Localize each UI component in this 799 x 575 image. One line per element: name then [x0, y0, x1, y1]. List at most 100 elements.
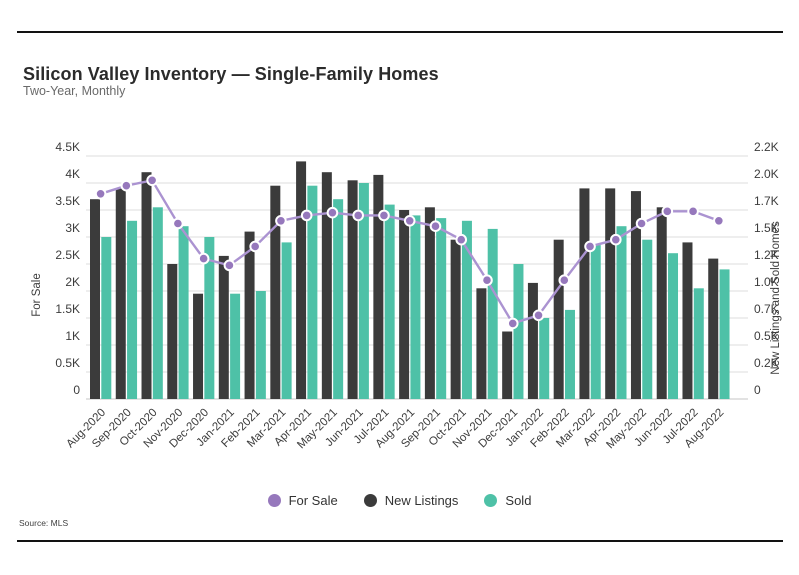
y-tick-right: 0.2K: [754, 356, 779, 370]
for-sale-dot-Nov-2020: [172, 217, 184, 230]
for-sale-dot-Apr-2022: [610, 233, 622, 246]
for-sale-dot-Mar-2021: [275, 215, 287, 227]
y-tick-right: 2.0K: [754, 167, 779, 181]
chart-title: Silicon Valley Inventory — Single-Family…: [23, 64, 439, 85]
bar-new-listings-May-2021: [321, 172, 332, 399]
for-sale-dot-Feb-2022: [558, 274, 571, 286]
bar-new-listings-Nov-2021: [476, 288, 487, 399]
bar-sold-Dec-2020: [204, 237, 215, 399]
y-tick-left: 3.5K: [55, 194, 80, 208]
y-tick-right: 0.7K: [754, 302, 779, 316]
for-sale-dot-Jun-2021: [352, 209, 365, 222]
bar-new-listings-Mar-2021: [270, 185, 281, 399]
bottom-rule: [17, 540, 783, 542]
sold-swatch-icon: [484, 494, 498, 507]
bar-new-listings-Dec-2021: [502, 331, 513, 399]
inventory-chart: 4.5K 2.2K 4K 2.0K 3.5K 1.7K 3K 1.5K 2.5K 1.2K 2K 1.…: [31, 140, 782, 451]
bar-sold-Apr-2022: [616, 226, 627, 399]
bar-sold-May-2022: [642, 239, 653, 399]
new-listings-swatch-icon: [363, 494, 377, 507]
for-sale-dot-May-2022: [635, 217, 648, 230]
for-sale-swatch-icon: [267, 494, 281, 507]
bar-new-listings-Jun-2021: [347, 180, 358, 399]
bar-new-listings-Sep-2020: [115, 188, 126, 399]
y-tick-left: 2K: [65, 275, 80, 289]
for-sale-dot-Jan-2022: [532, 309, 545, 322]
for-sale-dot-Jan-2021: [223, 259, 236, 272]
bar-sold-Jun-2022: [668, 253, 679, 399]
y-tick-right: 1.7K: [754, 194, 779, 208]
y-tick-left: 4.5K: [55, 140, 80, 154]
legend-label-new-listings: New Listings: [384, 493, 459, 508]
for-sale-dot-May-2021: [326, 206, 339, 219]
legend: For Sale New Listings Sold: [0, 493, 799, 508]
bar-new-listings-Oct-2020: [141, 172, 152, 399]
y-tick-right: 1.5K: [754, 221, 779, 235]
bar-sold-Jul-2022: [693, 288, 704, 399]
bar-new-listings-Nov-2020: [167, 264, 178, 399]
bar-sold-Sep-2021: [436, 218, 447, 399]
y-tick-right: 0.5K: [754, 329, 779, 343]
bar-sold-Nov-2021: [487, 228, 498, 399]
for-sale-dot-Jul-2022: [687, 205, 699, 218]
for-sale-dot-Aug-2022: [713, 215, 725, 227]
bar-sold-May-2021: [333, 199, 344, 399]
bar-new-listings-Mar-2022: [579, 188, 590, 399]
y-tick-right: 0: [754, 383, 761, 397]
bar-sold-Feb-2021: [255, 291, 266, 399]
for-sale-dot-Jun-2022: [661, 205, 674, 218]
bar-new-listings-Sep-2021: [424, 207, 435, 399]
for-sale-dot-Mar-2022: [584, 240, 596, 253]
bar-new-listings-Dec-2020: [193, 293, 204, 399]
y-tick-left: 3K: [65, 221, 80, 235]
bar-new-listings-Jun-2022: [656, 207, 667, 399]
bar-new-listings-Aug-2020: [90, 199, 100, 399]
bar-sold-Dec-2021: [513, 264, 524, 399]
for-sale-dot-Aug-2020: [94, 188, 107, 200]
y-tick-left: 0.5K: [55, 356, 80, 370]
for-sale-dot-Dec-2020: [197, 252, 210, 265]
y-tick-right: 1.0K: [754, 275, 779, 289]
bar-sold-Aug-2020: [101, 237, 112, 399]
bar-sold-Oct-2020: [152, 207, 163, 399]
legend-item-for-sale: For Sale: [267, 493, 338, 508]
bar-sold-Mar-2022: [590, 245, 601, 399]
right-axis-title: New Listings and Sold Homes: [770, 221, 782, 375]
bar-sold-Jan-2021: [230, 293, 241, 399]
bar-sold-Nov-2020: [178, 226, 189, 399]
for-sale-dot-Sep-2020: [120, 179, 133, 192]
legend-label-for-sale: For Sale: [288, 493, 338, 508]
bar-sold-Aug-2022: [719, 269, 730, 399]
bar-new-listings-Jan-2021: [218, 255, 229, 399]
for-sale-dot-Aug-2021: [403, 215, 416, 227]
left-axis-title: For Sale: [31, 273, 43, 316]
for-sale-dot-Oct-2021: [455, 233, 468, 246]
source-note: Source: MLS: [19, 518, 69, 528]
for-sale-dot-Oct-2020: [146, 174, 158, 187]
bar-new-listings-Feb-2021: [244, 231, 255, 399]
y-tick-left: 2.5K: [55, 248, 80, 262]
bar-new-listings-Jul-2022: [682, 242, 693, 399]
for-sale-dot-Dec-2021: [506, 317, 519, 330]
bar-sold-Aug-2021: [410, 215, 421, 399]
bar-new-listings-May-2022: [630, 191, 641, 399]
bar-sold-Feb-2022: [564, 309, 575, 399]
for-sale-dot-Apr-2021: [300, 209, 313, 222]
bar-sold-Jan-2022: [539, 318, 550, 399]
bar-new-listings-Feb-2022: [553, 239, 564, 399]
bar-new-listings-Jul-2021: [373, 174, 384, 399]
for-sale-dot-Feb-2021: [249, 240, 261, 253]
legend-item-new-listings: New Listings: [363, 493, 459, 508]
bar-sold-Sep-2020: [127, 220, 138, 399]
top-rule: [17, 31, 783, 33]
bar-sold-Jul-2021: [384, 204, 395, 399]
for-sale-dot-Jul-2021: [378, 209, 390, 222]
bar-new-listings-Oct-2021: [450, 239, 461, 399]
for-sale-dot-Nov-2021: [481, 274, 493, 286]
y-tick-right: 1.2K: [754, 248, 779, 262]
y-tick-left: 4K: [65, 167, 80, 181]
bar-sold-Oct-2021: [461, 220, 472, 399]
legend-item-sold: Sold: [484, 493, 531, 508]
y-tick-right: 2.2K: [754, 140, 779, 154]
y-tick-left: 0: [73, 383, 80, 397]
